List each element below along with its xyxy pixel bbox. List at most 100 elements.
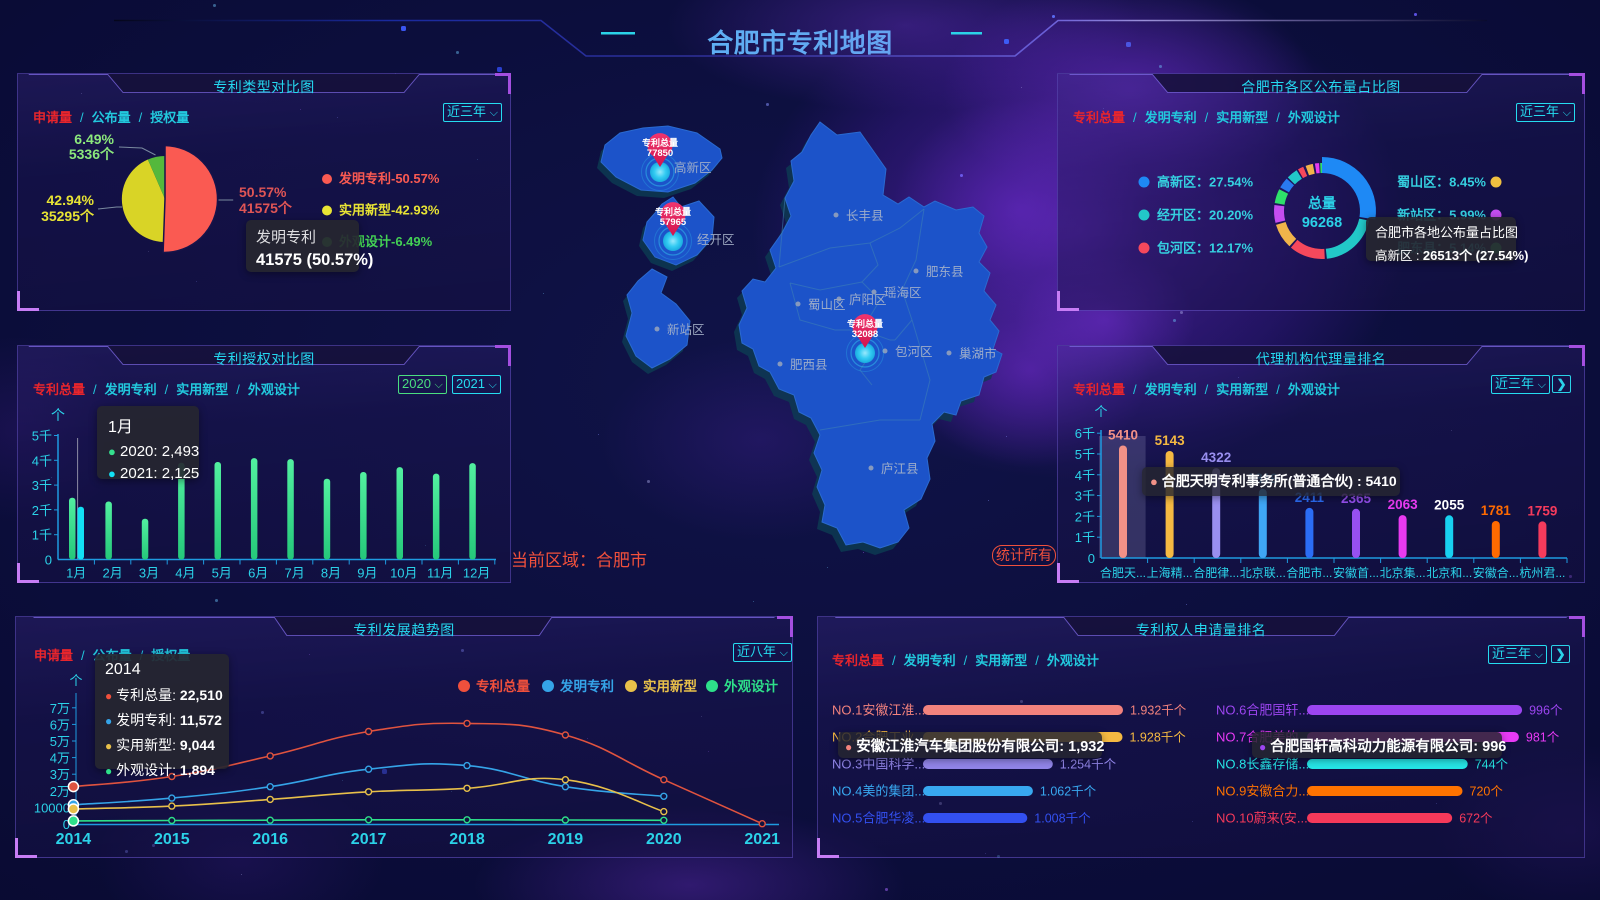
- svg-text:2021: 2021: [744, 831, 780, 848]
- svg-text:4千: 4千: [32, 453, 52, 468]
- svg-text:6月: 6月: [248, 566, 268, 581]
- svg-text:96268: 96268: [1302, 215, 1342, 231]
- svg-text:0: 0: [63, 817, 70, 832]
- svg-text:981个: 981个: [1526, 731, 1560, 745]
- svg-text:1.062千个: 1.062千个: [1040, 785, 1097, 799]
- svg-text:1781: 1781: [1481, 503, 1512, 518]
- svg-text:2015: 2015: [154, 831, 190, 848]
- svg-text:2千: 2千: [1075, 509, 1095, 524]
- svg-text:高新区: 高新区: [674, 160, 712, 175]
- svg-text:1.254千个: 1.254千个: [1060, 758, 1117, 772]
- svg-text:5千: 5千: [1075, 447, 1095, 462]
- svg-text:1759: 1759: [1527, 503, 1557, 518]
- svg-text:3万: 3万: [50, 767, 70, 782]
- svg-text:庐江县: 庐江县: [881, 461, 919, 476]
- svg-text:1.928千个: 1.928千个: [1130, 731, 1187, 745]
- svg-text:10000: 10000: [34, 800, 70, 815]
- svg-text:安徽首...: 安徽首...: [1333, 565, 1379, 580]
- svg-text:5千: 5千: [32, 429, 52, 444]
- svg-text:2千: 2千: [32, 503, 52, 518]
- svg-text:42.94%: 42.94%: [47, 192, 95, 208]
- svg-text:北京联...: 北京联...: [1240, 566, 1286, 580]
- svg-text:外观设计: 外观设计: [724, 678, 778, 694]
- svg-text:高新区：27.54%: 高新区：27.54%: [1157, 175, 1254, 190]
- svg-text:1千: 1千: [1075, 530, 1095, 545]
- svg-text:实用新型-42.93%: 实用新型-42.93%: [339, 203, 440, 218]
- svg-text:744个: 744个: [1475, 758, 1509, 772]
- svg-text:4322: 4322: [1201, 450, 1231, 465]
- svg-text:5410: 5410: [1108, 428, 1138, 443]
- svg-text:NO.1安徽江淮...: NO.1安徽江淮...: [832, 703, 925, 718]
- svg-text:5月: 5月: [212, 566, 232, 581]
- svg-text:1.932千个: 1.932千个: [1130, 704, 1187, 718]
- svg-text:50.57%: 50.57%: [239, 184, 287, 200]
- svg-text:12月: 12月: [463, 566, 490, 581]
- svg-text:肥东县: 肥东县: [926, 265, 964, 279]
- svg-text:720个: 720个: [1470, 785, 1504, 799]
- svg-text:NO.10蔚来(安...: NO.10蔚来(安...: [1216, 811, 1308, 826]
- svg-text:2万: 2万: [50, 784, 70, 799]
- svg-text:外观设计-6.49%: 外观设计-6.49%: [338, 234, 433, 249]
- svg-text:6.49%: 6.49%: [74, 131, 114, 147]
- svg-text:上海精...: 上海精...: [1147, 565, 1193, 580]
- svg-text:2063: 2063: [1388, 497, 1419, 512]
- svg-text:5万: 5万: [50, 734, 70, 749]
- svg-text:合肥律...: 合肥律...: [1193, 565, 1239, 580]
- svg-text:发明专利: 发明专利: [559, 678, 614, 694]
- svg-text:合肥天...: 合肥天...: [1100, 565, 1146, 580]
- svg-text:57965: 57965: [660, 217, 687, 228]
- svg-text:专利总量: 专利总量: [476, 678, 530, 694]
- svg-text:7月: 7月: [284, 566, 304, 581]
- svg-text:NO.9安徽合力...: NO.9安徽合力...: [1216, 784, 1309, 799]
- svg-text:3月: 3月: [139, 566, 159, 581]
- svg-text:672个: 672个: [1459, 812, 1493, 826]
- svg-text:35295个: 35295个: [41, 208, 95, 224]
- svg-text:个: 个: [69, 673, 82, 688]
- svg-text:专利总量: 专利总量: [642, 137, 678, 148]
- svg-text:32088: 32088: [852, 329, 878, 340]
- svg-text:2019: 2019: [548, 831, 584, 848]
- svg-text:6万: 6万: [50, 717, 70, 732]
- svg-text:巢湖市: 巢湖市: [959, 346, 997, 361]
- svg-text:北京集...: 北京集...: [1380, 565, 1426, 580]
- svg-text:2017: 2017: [351, 831, 387, 848]
- svg-text:北京和...: 北京和...: [1426, 566, 1472, 580]
- svg-text:0: 0: [1088, 551, 1095, 566]
- svg-text:1千: 1千: [32, 528, 52, 543]
- svg-text:2018: 2018: [449, 831, 485, 848]
- svg-text:长丰县: 长丰县: [846, 209, 884, 223]
- svg-text:5143: 5143: [1155, 433, 1186, 448]
- svg-text:10月: 10月: [390, 566, 417, 581]
- svg-text:1.008千个: 1.008千个: [1034, 812, 1091, 826]
- svg-text:专利总量: 专利总量: [655, 206, 691, 217]
- svg-text:包河区：12.17%: 包河区：12.17%: [1157, 241, 1254, 256]
- svg-text:4万: 4万: [50, 751, 70, 766]
- svg-text:庐阳区: 庐阳区: [849, 292, 887, 307]
- svg-text:NO.5合肥华凌...: NO.5合肥华凌...: [832, 811, 925, 826]
- svg-text:合肥市...: 合肥市...: [1286, 565, 1332, 580]
- svg-text:新站区: 新站区: [667, 322, 705, 337]
- svg-text:经开区：20.20%: 经开区：20.20%: [1157, 208, 1254, 223]
- svg-text:NO.4美的集团...: NO.4美的集团...: [832, 784, 925, 799]
- svg-text:个: 个: [1094, 404, 1107, 419]
- svg-text:2055: 2055: [1434, 497, 1465, 512]
- svg-text:蜀山区：8.45%: 蜀山区：8.45%: [1397, 175, 1486, 190]
- svg-text:2014: 2014: [56, 831, 92, 848]
- svg-text:个: 个: [51, 407, 65, 423]
- svg-text:瑶海区: 瑶海区: [884, 285, 922, 300]
- svg-text:4千: 4千: [1075, 468, 1095, 483]
- svg-text:9月: 9月: [357, 566, 377, 581]
- svg-text:1月: 1月: [66, 566, 86, 581]
- svg-text:6千: 6千: [1075, 426, 1095, 441]
- svg-text:3千: 3千: [32, 478, 52, 493]
- svg-text:杭州君...: 杭州君...: [1519, 565, 1565, 580]
- svg-text:NO.8长鑫存储...: NO.8长鑫存储...: [1216, 757, 1309, 772]
- svg-text:专利总量: 专利总量: [847, 318, 883, 329]
- svg-text:11月: 11月: [427, 566, 454, 581]
- svg-text:77850: 77850: [647, 148, 673, 159]
- svg-text:肥西县: 肥西县: [790, 358, 828, 372]
- svg-text:3千: 3千: [1075, 489, 1095, 504]
- svg-text:0: 0: [45, 553, 52, 568]
- svg-text:5336个: 5336个: [69, 146, 115, 162]
- svg-text:NO.3中国科学...: NO.3中国科学...: [832, 757, 925, 772]
